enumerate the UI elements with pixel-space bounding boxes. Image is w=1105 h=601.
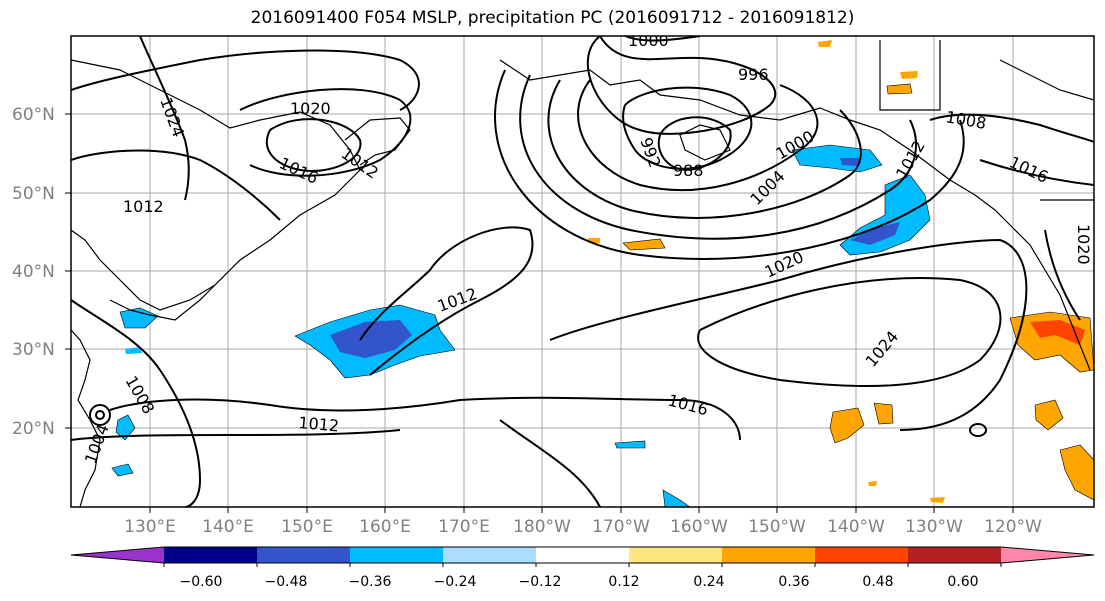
colorbar-tick-label: 0.60: [947, 574, 978, 590]
isobar-label: 1000: [628, 31, 669, 50]
colorbar-segment: [71, 547, 164, 563]
lon-label: 130°W: [905, 517, 963, 537]
lon-label: 160°W: [670, 517, 728, 537]
colorbar-segment: [1001, 547, 1094, 563]
colorbar-segment: [257, 547, 351, 563]
longitude-labels: 130°E 140°E 150°E 160°E 170°E 180°W 170°…: [124, 517, 1042, 537]
colorbar-segment: [350, 547, 444, 563]
map-title: 2016091400 F054 MSLP, precipitation PC (…: [250, 8, 855, 28]
isobars: [71, 36, 1094, 507]
colorbar-segment: [629, 547, 723, 563]
colorbar-tick-labels: −0.60 −0.48 −0.36 −0.24 −0.12 0.12 0.24 …: [180, 574, 979, 590]
lon-label: 140°W: [827, 517, 885, 537]
isobar-label: 1020: [290, 99, 331, 118]
latitude-labels: 60°N 50°N 40°N 30°N 20°N: [12, 105, 55, 439]
lon-label: 120°W: [984, 517, 1042, 537]
colorbar-tick-label: 0.48: [862, 574, 893, 590]
lat-label: 20°N: [12, 419, 55, 439]
lon-label: 170°W: [592, 517, 650, 537]
isobar-label: 988: [673, 161, 704, 180]
colorbar-segment: [908, 547, 1002, 563]
colorbar-tick-label: 0.24: [693, 574, 724, 590]
lat-label: 40°N: [12, 262, 55, 282]
colorbar-tick-label: −0.12: [519, 574, 562, 590]
map-panel: 1000 996 1024 1020 1012 1016 992 988 100…: [71, 31, 1094, 507]
isobar-label: 1012: [298, 413, 340, 435]
isobar-label: 1020: [1074, 224, 1093, 265]
colorbar: [70, 546, 1095, 567]
lon-label: 170°E: [438, 517, 490, 537]
colorbar-segment: [164, 547, 258, 563]
precip-negative: [111, 144, 931, 507]
lon-label: 150°W: [748, 517, 806, 537]
lon-label: 150°E: [281, 517, 333, 537]
colorbar-tick-label: 0.12: [608, 574, 639, 590]
isobar-label: 1012: [123, 197, 164, 216]
isobar-label: 996: [738, 65, 769, 84]
colorbar-segment: [443, 547, 537, 563]
lat-label: 30°N: [12, 340, 55, 360]
lat-label: 50°N: [12, 184, 55, 204]
lat-label: 60°N: [12, 105, 55, 125]
lon-label: 180°W: [513, 517, 571, 537]
colorbar-segment: [536, 547, 630, 563]
lon-label: 160°E: [359, 517, 411, 537]
colorbar-tick-label: −0.24: [434, 574, 477, 590]
lon-label: 130°E: [124, 517, 176, 537]
coastlines: [71, 40, 1094, 507]
lon-label: 140°E: [202, 517, 254, 537]
colorbar-segment: [815, 547, 909, 563]
colorbar-tick-label: −0.60: [180, 574, 223, 590]
colorbar-tick-label: −0.48: [265, 574, 308, 590]
colorbar-tick-label: −0.36: [349, 574, 392, 590]
axis-ticks: [65, 113, 1014, 513]
graticule: [71, 36, 1094, 507]
colorbar-segment: [722, 547, 816, 563]
colorbar-tick-label: 0.36: [778, 574, 809, 590]
